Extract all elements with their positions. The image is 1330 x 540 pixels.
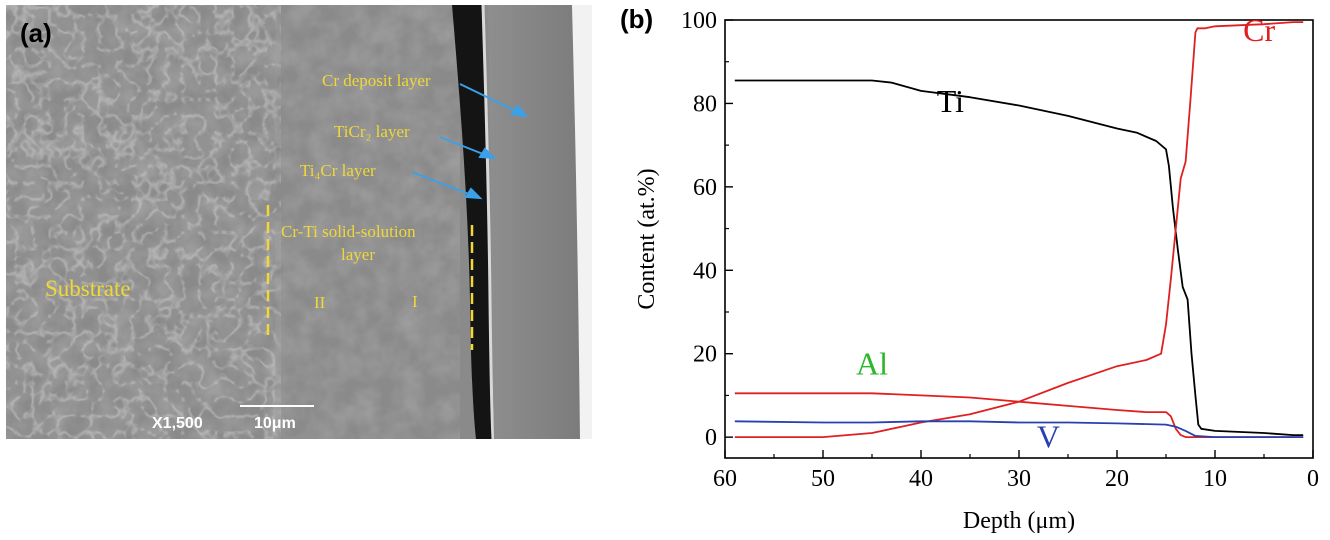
label-solid-solution-line1: Cr-Ti solid-solution	[281, 222, 416, 241]
x-tick-label: 60	[713, 466, 737, 492]
ticr2-bright-line	[481, 4, 495, 440]
x-tick-label: 20	[1105, 466, 1129, 492]
series-label-cr: Cr	[1243, 12, 1275, 48]
substrate-highlights	[6, 5, 281, 439]
y-tick-label: 20	[693, 342, 717, 368]
x-tick-label: 50	[811, 466, 835, 492]
arrow-ti4cr	[411, 171, 475, 197]
cr-deposit-region	[488, 5, 580, 439]
series-label-al: Al	[856, 346, 888, 382]
series-line-ti	[734, 79, 1304, 437]
x-tick-label: 30	[1007, 466, 1031, 492]
plot-border	[724, 19, 1314, 459]
label-substrate: Substrate	[45, 276, 131, 301]
x-axis-label: Depth (μm)	[963, 508, 1075, 534]
y-tick-label: 0	[705, 425, 717, 451]
arrowhead-cr-deposit	[510, 104, 529, 118]
x-tick-label: 10	[1203, 466, 1227, 492]
y-tick-label: 80	[693, 91, 717, 117]
sample-edge	[572, 5, 592, 439]
series-line-v	[734, 420, 1304, 439]
scale-bar-text: 10μm	[254, 415, 296, 432]
label-cr-deposit-layer: Cr deposit layer	[322, 71, 431, 90]
label-solid-solution-line2: layer	[341, 245, 375, 264]
label-zone-ii: II	[314, 293, 326, 312]
y-axis-label: Content (at.%)	[634, 168, 660, 309]
label-arrows	[411, 83, 529, 200]
series-lines	[734, 21, 1304, 439]
panel-a-letter: (a)	[20, 18, 52, 48]
magnification-text: X1,500	[152, 415, 203, 432]
y-tick-label: 60	[693, 175, 717, 201]
series-label-v: V	[1037, 419, 1060, 455]
label-ti4cr-layer: Ti₄Cr layer	[300, 161, 376, 180]
panel-b-letter: (b)	[620, 4, 654, 34]
series-line-cr	[734, 21, 1304, 439]
solid-solution-texture	[275, 5, 460, 439]
series-label-ti: Ti	[937, 83, 964, 119]
x-tick-label: 40	[909, 466, 933, 492]
arrowhead-ticr2	[478, 147, 497, 160]
plot-frame	[724, 19, 1314, 459]
arrowhead-ti4cr	[464, 187, 483, 200]
series-line-al	[734, 392, 1304, 439]
x-tick-label: 0	[1307, 466, 1319, 492]
y-tick-label: 100	[681, 8, 717, 34]
interface-dark-band	[452, 5, 492, 439]
label-ticr2-layer: TiCr₂ layer	[334, 122, 410, 141]
arrow-cr-deposit	[459, 83, 521, 114]
sem-panel: Cr deposit layer TiCr₂ layer Ti₄Cr layer…	[0, 0, 600, 535]
depth-profile-panel: (b) 60 50 40 30 20 10 0 0 20 40 60 80 100 Ti Cr Al V Co…	[620, 0, 1330, 535]
sem-micrograph: Cr deposit layer TiCr₂ layer Ti₄Cr layer…	[6, 4, 592, 440]
series-labels: Ti Cr Al V	[856, 12, 1275, 455]
y-tick-label: 40	[693, 258, 717, 284]
label-zone-i: I	[412, 292, 418, 311]
arrow-ticr2	[439, 136, 489, 157]
